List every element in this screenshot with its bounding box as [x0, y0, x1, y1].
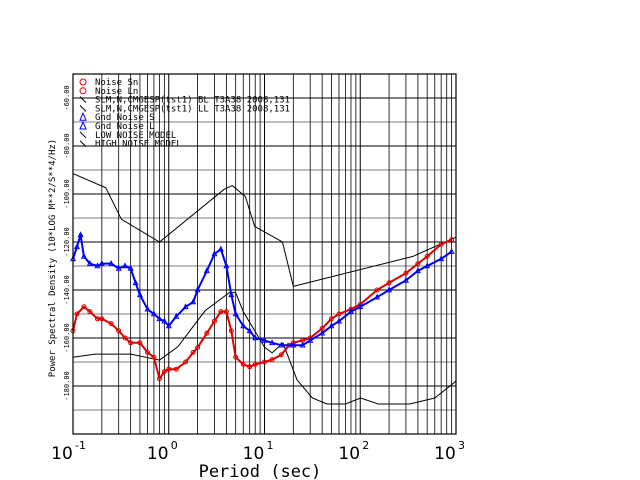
noise-sn-point	[190, 349, 196, 355]
y-axis-label: Power Spectral Density (10*LOG M**2/S**4…	[48, 139, 58, 377]
y-tick-label: -100.00	[63, 179, 71, 209]
noise-sn-point	[116, 328, 122, 334]
gnd-noise-s-trace	[72, 233, 453, 347]
x-tick-base: 10	[434, 444, 456, 464]
noise-sn-point	[328, 316, 334, 322]
noise-sn-point	[415, 261, 421, 267]
noise-sn-point	[204, 330, 210, 336]
noise-sn-point	[211, 318, 217, 324]
x-tick-exponent: 0	[171, 439, 178, 452]
legend-triangle-marker	[79, 111, 87, 121]
y-tick-label: -160.00	[63, 323, 71, 353]
noise-sn-point	[374, 287, 380, 293]
noise-sn-point	[145, 349, 151, 355]
legend-item-high-noise-model: HIGH NOISE MODEL	[79, 140, 182, 150]
legend-label: HIGH NOISE MODEL	[95, 140, 182, 150]
legend-line-marker	[79, 140, 87, 147]
y-tick-label: -140.00	[63, 275, 71, 305]
legend-label: Gnd Noise L	[95, 122, 155, 132]
x-tick-exponent: 1	[267, 439, 274, 452]
noise-sn-series	[70, 237, 455, 382]
noise-sn-point	[122, 335, 128, 341]
x-tick-base: 10	[243, 444, 265, 464]
legend-label: Noise Ln	[95, 87, 138, 97]
legend-item-noise-sn: Noise Sn	[79, 78, 138, 88]
noise-sn-point	[424, 253, 430, 259]
legend-line-marker	[79, 96, 87, 103]
legend-label: SLM,N,CMGESP(tst1) BL T3A38 2008,131	[95, 96, 290, 106]
legend-triangle-marker	[79, 120, 87, 130]
plot-frame	[72, 73, 457, 435]
x-tick-label: 10 0	[147, 439, 178, 464]
legend-label: Gnd Noise S	[95, 113, 155, 123]
y-tick-label: -180.00	[63, 371, 71, 401]
gnd-noise-s-point	[80, 252, 87, 259]
legend-label: LOW NOISE MODEL	[95, 131, 176, 141]
x-tick-label: 10 1	[243, 439, 274, 464]
x-tick-base: 10	[147, 444, 169, 464]
x-tick-exponent: -1	[75, 439, 86, 452]
plot-border	[72, 73, 457, 435]
x-tick-exponent: 2	[362, 439, 369, 452]
legend-item-slm-n-cmgesp-tst1-bl-t3a38-2008-131: SLM,N,CMGESP(tst1) BL T3A38 2008,131	[79, 96, 290, 106]
legend-circle-marker	[79, 87, 87, 95]
x-tick-label: 10 -1	[51, 439, 86, 464]
data-series	[69, 231, 455, 382]
y-tick-label: -60.00	[63, 85, 71, 110]
chart-grid	[72, 73, 456, 435]
noise-model-lines	[72, 173, 457, 405]
legend-label: Noise Sn	[95, 78, 138, 88]
x-tick-base: 10	[51, 444, 73, 464]
low-noise-model-line	[72, 292, 457, 405]
noise-sn-trace	[72, 238, 453, 380]
x-tick-label: 10 3	[434, 439, 465, 464]
y-tick-label: -120.00	[63, 227, 71, 257]
legend-label: SLM,N,CMGESP(tst1) LL T3A38 2008,131	[95, 104, 290, 114]
legend-line-marker	[79, 131, 87, 139]
x-tick-exponent: 3	[458, 439, 465, 452]
noise-sn-point	[183, 359, 189, 365]
y-tick-label: -80.00	[63, 133, 71, 158]
legend-item-slm-n-cmgesp-tst1-ll-t3a38-2008-131: SLM,N,CMGESP(tst1) LL T3A38 2008,131	[79, 104, 290, 114]
noise-sn-point	[87, 309, 93, 315]
legend-circle-marker	[79, 78, 87, 86]
legend-item-noise-ln: Noise Ln	[79, 87, 138, 97]
x-tick-base: 10	[338, 444, 360, 464]
high-noise-model-line	[72, 173, 457, 288]
y-tick-labels: -60.00 -80.00 -100.00 -120.00 -140.00 -160.00…	[63, 85, 71, 400]
noise-sn-point	[81, 304, 87, 310]
x-tick-labels: 10 -1 10 0 10 1 10 2 10 3	[51, 439, 465, 464]
legend-item-low-noise-model: LOW NOISE MODEL	[79, 131, 176, 141]
x-tick-label: 10 2	[338, 439, 369, 464]
legend-item-gnd-noise-l: Gnd Noise L	[79, 120, 155, 132]
legend-item-gnd-noise-s: Gnd Noise S	[79, 111, 155, 123]
x-axis-label: Period (sec)	[199, 462, 322, 480]
noise-sn-point	[195, 345, 201, 351]
legend-line-marker	[79, 105, 87, 112]
